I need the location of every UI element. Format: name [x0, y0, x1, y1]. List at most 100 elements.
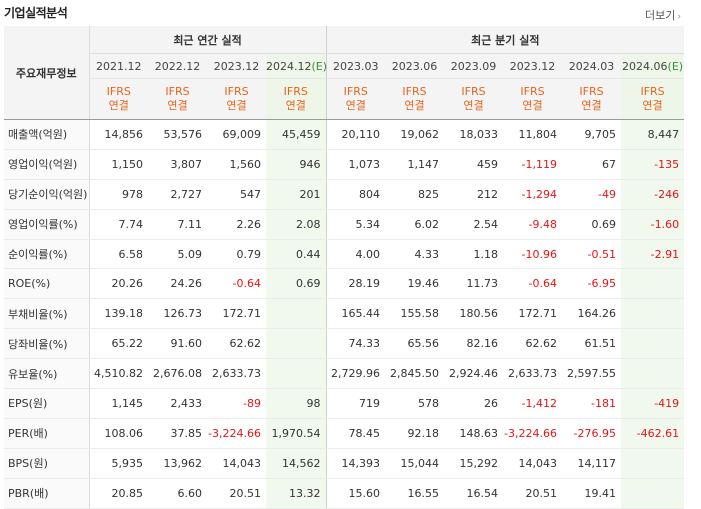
value-cell: 69,009 — [207, 119, 266, 150]
value-cell: 1,145 — [89, 388, 148, 419]
value-cell: 2,633.73 — [503, 358, 563, 390]
ifrs-label: IFRS — [343, 85, 368, 98]
period-group-row: 주요재무정보 최근 연간 실적 최근 분기 실적 — [4, 26, 685, 120]
value-cell: 5.34 — [325, 208, 386, 240]
consolidated-label: 연결 — [285, 99, 306, 112]
value-cell: 165.44 — [325, 298, 386, 330]
table-row: ROE(%) 20.26 24.26 -0.64 0.69 28.19 19.46 11.73… — [4, 268, 685, 300]
period-header: 2023.12 — [207, 53, 266, 79]
value-cell: 20.51 — [207, 478, 266, 509]
ifrs-label: IFRS — [520, 85, 545, 98]
value-cell: 825 — [385, 179, 445, 210]
consolidated-label: 연결 — [108, 99, 129, 112]
value-cell: 180.56 — [444, 298, 504, 330]
consolidated-label: 연결 — [226, 99, 247, 112]
value-cell: 14,393 — [325, 448, 386, 479]
ifrs-label: IFRS — [640, 85, 665, 98]
row-label: PER(배) — [4, 418, 90, 449]
value-cell — [621, 328, 685, 360]
value-cell — [621, 268, 685, 300]
row-label: 영업이익률(%) — [4, 208, 90, 240]
table-row: 당좌비율(%) 65.22 91.60 62.62 74.33 65.56 82.16 62.… — [4, 328, 685, 360]
value-cell: -1,412 — [503, 388, 563, 419]
value-cell: 946 — [266, 149, 327, 180]
value-cell: 155.58 — [385, 298, 445, 330]
value-cell: 459 — [444, 149, 504, 180]
ifrs-label: IFRS — [106, 85, 131, 98]
value-cell: 16.55 — [385, 478, 445, 509]
value-cell: 4.33 — [385, 239, 445, 270]
row-label: 당기순이익(억원) — [4, 179, 90, 210]
value-cell: 92.18 — [385, 418, 445, 449]
value-cell: 14,562 — [266, 448, 327, 479]
row-label: PBR(배) — [4, 478, 90, 509]
value-cell: 1.18 — [444, 239, 504, 270]
value-cell: 0.44 — [266, 239, 327, 270]
value-cell: 26 — [444, 388, 504, 419]
table-body: 매출액(억원) 14,856 53,576 69,009 45,459 20,110 19,… — [4, 119, 685, 509]
value-cell: 14,043 — [503, 448, 563, 479]
value-cell: 1,970.54 — [266, 418, 327, 449]
value-cell: 62.62 — [503, 328, 563, 360]
chevron-right-icon: › — [677, 12, 681, 22]
row-label: 당좌비율(%) — [4, 328, 90, 360]
value-cell: 4.00 — [325, 239, 386, 270]
value-cell: 37.85 — [148, 418, 207, 449]
value-cell: 172.71 — [207, 298, 266, 330]
ifrs-consolidated-badge: IFRS 연결 — [148, 78, 207, 120]
value-cell: 62.62 — [207, 328, 266, 360]
value-cell: 98 — [266, 388, 327, 419]
value-cell: 126.73 — [148, 298, 207, 330]
value-cell: 2,729.96 — [325, 358, 386, 390]
quarter-group-header: 최근 분기 실적 — [325, 26, 685, 54]
value-cell: -181 — [562, 388, 622, 419]
value-cell: 20,110 — [325, 119, 386, 150]
value-cell: 201 — [266, 179, 327, 210]
table-row: PER(배) 108.06 37.85 -3,224.66 1,970.54 78.45 9… — [4, 418, 685, 449]
financial-table: 주요재무정보 최근 연간 실적 최근 분기 실적 2021.12 2022.12 2… — [4, 26, 685, 509]
period-header: 2024.12(E) — [266, 53, 327, 79]
period-label: 2023.12 — [213, 59, 260, 73]
value-cell: 5.09 — [148, 239, 207, 270]
estimate-marker: (E) — [667, 59, 684, 73]
value-cell: 804 — [325, 179, 386, 210]
value-cell: 11,804 — [503, 119, 563, 150]
value-cell: 19.41 — [562, 478, 622, 509]
ifrs-label: IFRS — [402, 85, 427, 98]
value-cell: 2.26 — [207, 208, 266, 240]
period-label: 2023.09 — [450, 59, 497, 73]
period-label: 2023.06 — [391, 59, 438, 73]
value-cell: 172.71 — [503, 298, 563, 330]
annual-group-header: 최근 연간 실적 — [89, 26, 327, 54]
value-cell: 2,727 — [148, 179, 207, 210]
value-cell: 2,433 — [148, 388, 207, 419]
period-header: 2024.03 — [562, 53, 622, 79]
value-cell — [266, 298, 327, 330]
ifrs-consolidated-badge: IFRS 연결 — [562, 78, 622, 120]
table-row: 영업이익(억원) 1,150 3,807 1,560 946 1,073 1,147 459-… — [4, 149, 685, 180]
value-cell: 148.63 — [444, 418, 504, 449]
period-header: 2024.06(E) — [621, 53, 685, 79]
value-cell: 15,292 — [444, 448, 504, 479]
ifrs-label: IFRS — [579, 85, 604, 98]
value-cell: 0.69 — [562, 208, 622, 240]
row-label: 순이익률(%) — [4, 239, 90, 270]
value-cell: 15.60 — [325, 478, 386, 509]
ifrs-consolidated-badge: IFRS 연결 — [621, 78, 685, 120]
value-cell: 24.26 — [148, 268, 207, 300]
value-cell: -9.48 — [503, 208, 563, 240]
period-header: 2023.06 — [385, 53, 445, 79]
value-cell: 67 — [562, 149, 622, 180]
ifrs-label: IFRS — [461, 85, 486, 98]
value-cell: 28.19 — [325, 268, 386, 300]
value-cell: 65.56 — [385, 328, 445, 360]
ifrs-label: IFRS — [224, 85, 249, 98]
more-link[interactable]: 더보기 › — [645, 7, 681, 23]
ifrs-consolidated-badge: IFRS 연결 — [266, 78, 327, 120]
value-cell: -3,224.66 — [503, 418, 563, 449]
period-label: 2024.06 — [622, 59, 668, 73]
consolidated-label: 연결 — [642, 99, 663, 112]
value-cell: 1,560 — [207, 149, 266, 180]
value-cell: -6.95 — [562, 268, 622, 300]
table-row: 매출액(억원) 14,856 53,576 69,009 45,459 20,110 19,… — [4, 119, 685, 150]
